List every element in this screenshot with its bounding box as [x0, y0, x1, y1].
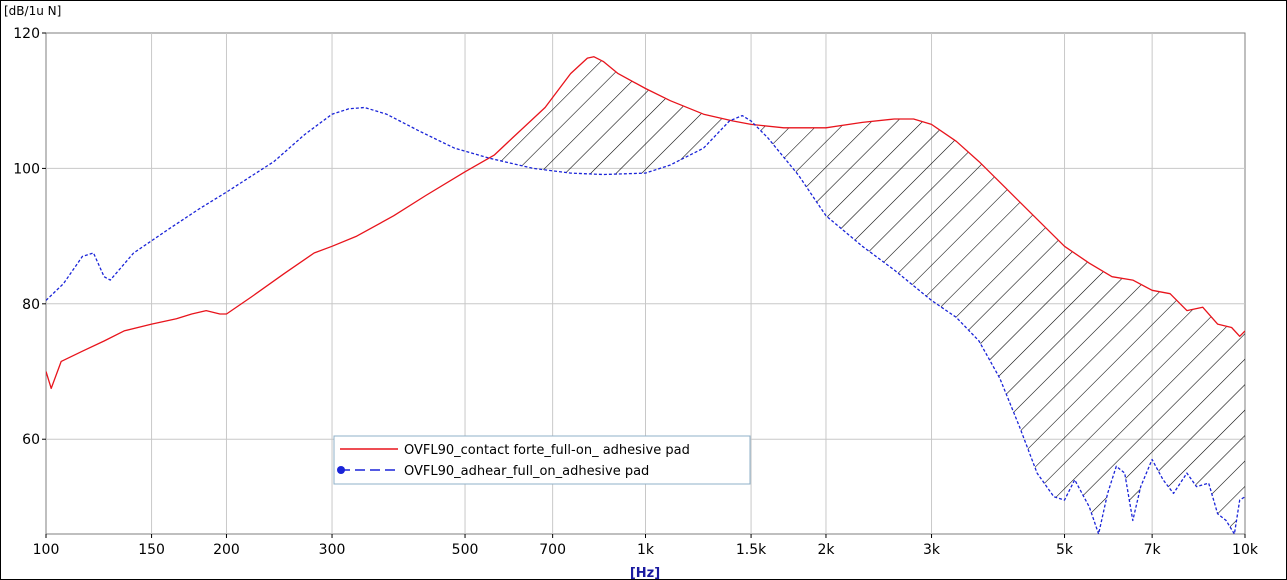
x-tick-label: 5k — [1056, 542, 1074, 558]
y-axis-ticks: 60 80 100 120 — [13, 26, 46, 448]
x-axis-unit-label: [Hz] — [630, 566, 660, 580]
series-layer — [46, 56, 1245, 534]
legend-label-series-1: OVFL90_contact forte_full-on_ adhesive p… — [404, 443, 690, 458]
x-tick-label: 1k — [637, 542, 655, 558]
series-line-2 — [46, 106, 1245, 534]
x-tick-label: 1.5k — [736, 542, 767, 558]
hatched-area — [755, 119, 1245, 534]
x-tick-label: 3k — [923, 542, 941, 558]
y-axis-unit-label: [dB/1u N] — [4, 4, 61, 18]
legend-label-series-2: OVFL90_adhear_full_on_adhesive pad — [404, 464, 649, 479]
hatched-area — [489, 56, 730, 175]
legend-marker-series-2 — [337, 466, 345, 474]
y-tick-label: 120 — [13, 26, 40, 42]
y-tick-label: 100 — [13, 161, 40, 177]
y-tick-label: 80 — [22, 297, 40, 313]
x-tick-label: 700 — [539, 542, 566, 558]
x-tick-label: 100 — [33, 542, 60, 558]
legend[interactable]: OVFL90_contact forte_full-on_ adhesive p… — [333, 435, 751, 485]
y-tick-label: 60 — [22, 432, 40, 448]
x-tick-label: 10k — [1232, 542, 1259, 558]
series-line-1 — [46, 56, 1245, 390]
x-tick-label: 300 — [319, 542, 346, 558]
x-tick-label: 500 — [452, 542, 479, 558]
x-tick-label: 7k — [1144, 542, 1162, 558]
x-tick-label: 150 — [138, 542, 165, 558]
hatched-difference-region — [489, 56, 1245, 534]
legend-box — [333, 435, 751, 485]
x-axis-ticks: 100 150 200 300 500 700 1k 1.5k 2k 3k 5k 7k 10k — [33, 534, 1259, 558]
x-tick-label: 2k — [817, 542, 835, 558]
x-tick-label: 200 — [213, 542, 240, 558]
